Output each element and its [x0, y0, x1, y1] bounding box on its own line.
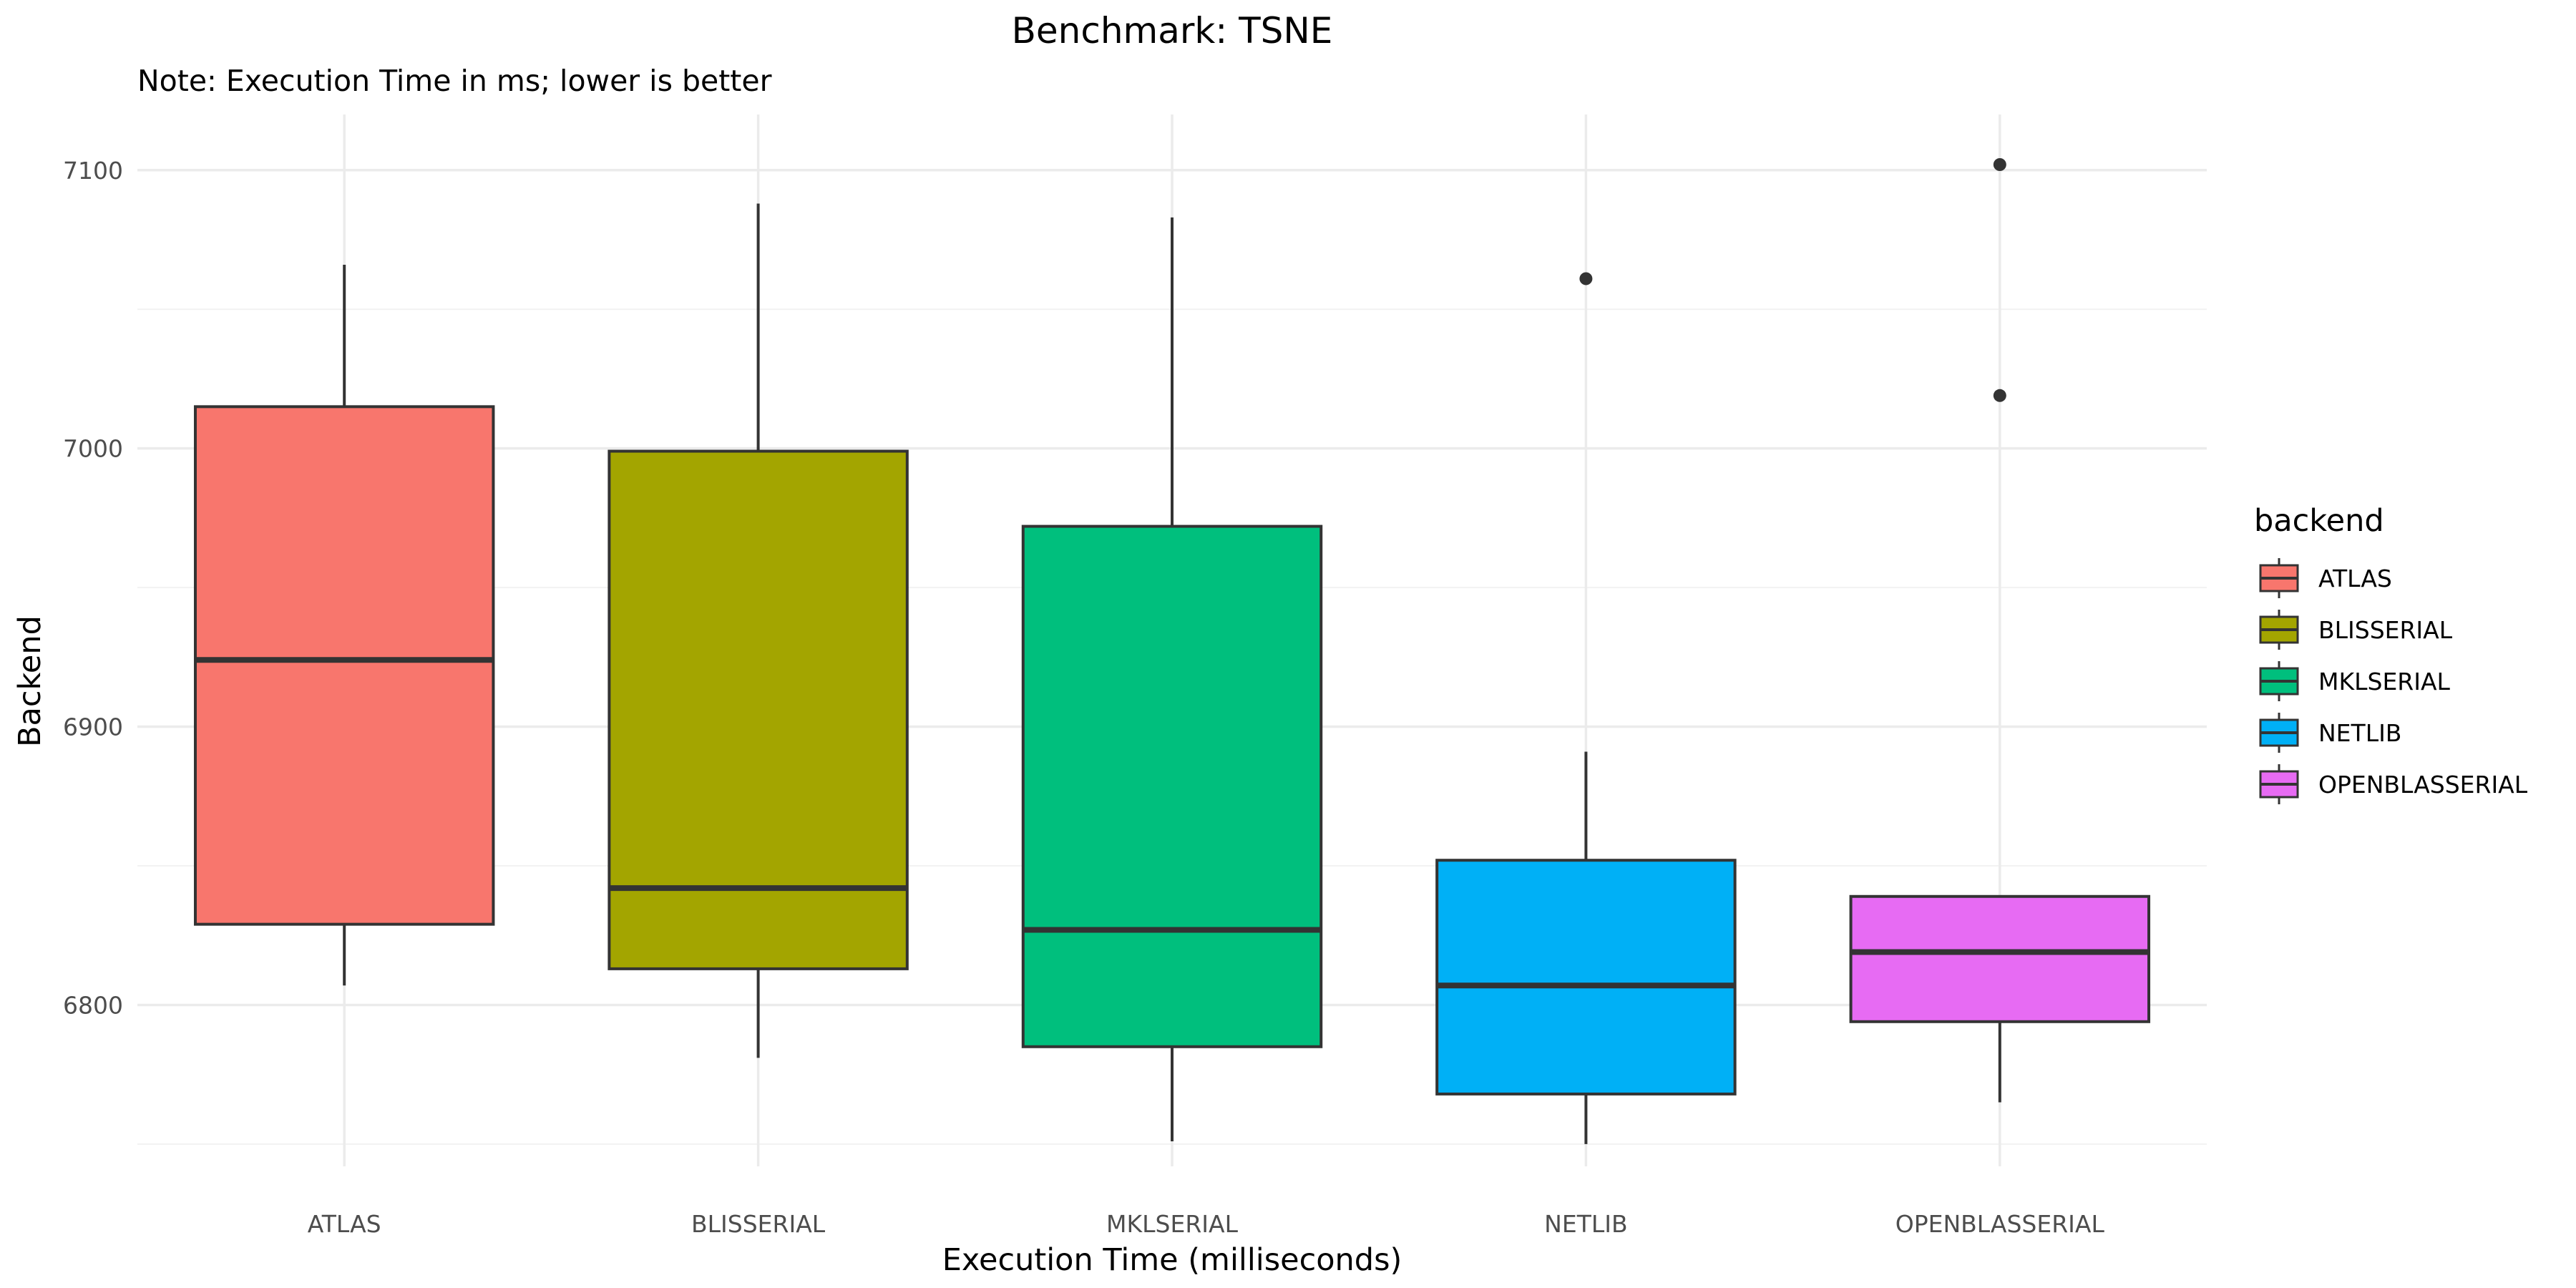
x-tick-label: NETLIB [1544, 1210, 1627, 1238]
legend: backend ATLAS BLISSERIAL MKLSERIAL NETLIB OP… [2254, 503, 2528, 804]
box-mklserial [1021, 217, 1323, 1141]
legend-label: ATLAS [2318, 565, 2392, 592]
box-netlib [1435, 272, 1737, 1144]
box-iqr [608, 449, 909, 970]
legend-label: MKLSERIAL [2318, 668, 2451, 696]
box-series [193, 158, 2151, 1144]
y-tick-label: 7100 [63, 157, 123, 185]
x-axis-title: Execution Time (milliseconds) [942, 1242, 1402, 1278]
y-axis-ticks: 6800 6900 7000 7100 [63, 157, 123, 1020]
box-iqr [193, 405, 495, 926]
x-tick-label: ATLAS [308, 1210, 381, 1238]
y-tick-label: 6800 [63, 991, 123, 1019]
x-tick-label: MKLSERIAL [1106, 1210, 1239, 1238]
y-tick-label: 7000 [63, 435, 123, 463]
x-tick-label: OPENBLASSERIAL [1896, 1210, 2105, 1238]
legend-item-netlib: NETLIB [2259, 713, 2401, 753]
outlier-point [1993, 158, 2006, 171]
legend-title: backend [2254, 503, 2384, 539]
x-axis-ticks: ATLAS BLISSERIAL MKLSERIAL NETLIB OPENBLASSE… [308, 1210, 2105, 1238]
box-openblasserial [1849, 158, 2151, 1103]
legend-item-blisserial: BLISSERIAL [2259, 610, 2453, 650]
outlier-point [1579, 272, 1593, 286]
chart-title: Benchmark: TSNE [1012, 10, 1333, 52]
y-tick-label: 6900 [63, 713, 123, 741]
box-blisserial [608, 203, 909, 1058]
box-iqr [1021, 525, 1323, 1048]
outlier-point [1993, 389, 2006, 402]
legend-item-atlas: ATLAS [2259, 558, 2392, 598]
legend-item-mklserial: MKLSERIAL [2259, 661, 2451, 701]
box-iqr [1849, 894, 2151, 1023]
box-iqr [1435, 859, 1737, 1096]
box-atlas [193, 265, 495, 986]
legend-label: BLISSERIAL [2318, 616, 2453, 644]
legend-label: OPENBLASSERIAL [2318, 771, 2528, 799]
x-tick-label: BLISSERIAL [691, 1210, 826, 1238]
y-axis-title: Backend [12, 615, 48, 747]
legend-item-openblasserial: OPENBLASSERIAL [2259, 764, 2528, 804]
chart-subtitle: Note: Execution Time in ms; lower is bet… [137, 64, 772, 98]
legend-label: NETLIB [2318, 719, 2401, 747]
